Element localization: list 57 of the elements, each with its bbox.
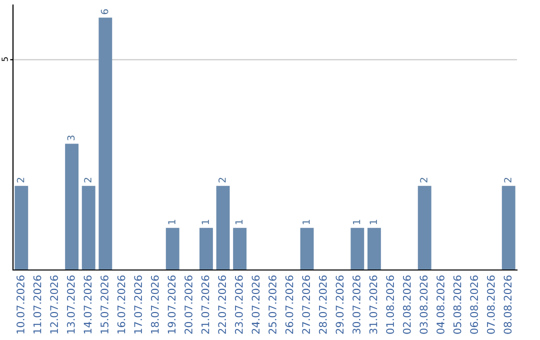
data-label: 2	[84, 178, 92, 182]
bar	[98, 18, 112, 270]
x-tick-label: 23.07.2026	[234, 276, 243, 334]
bar	[199, 228, 213, 270]
x-tick-label: 19.07.2026	[168, 276, 176, 334]
data-label: 6	[100, 9, 108, 14]
x-tick-label: 24.07.2026	[252, 276, 260, 334]
x-tick-label: 12.07.2026	[50, 276, 58, 334]
bar	[14, 186, 28, 270]
x-tick-label: 18.07.2026	[150, 276, 159, 334]
data-label: 1	[352, 220, 360, 224]
bar	[350, 228, 364, 270]
bar	[65, 144, 79, 270]
data-label: 2	[420, 178, 428, 182]
x-tick-label: 02.08.2026	[402, 276, 411, 334]
x-tick-label: 26.07.2026	[285, 276, 294, 334]
x-tick-label: 10.07.2026	[16, 276, 24, 334]
bar	[418, 186, 432, 270]
x-tick-label: 14.07.2026	[84, 276, 92, 334]
x-tick-label: 20.07.2026	[184, 276, 192, 334]
data-label: 2	[218, 178, 226, 182]
x-tick-label: 17.07.2026	[134, 276, 142, 334]
data-label: 1	[370, 220, 377, 224]
bar	[502, 186, 516, 270]
bar	[300, 228, 314, 270]
x-tick-label: 25.07.2026	[268, 276, 276, 334]
x-tick-label: 06.08.2026	[470, 276, 478, 334]
bar	[216, 186, 230, 270]
x-tick-label: 04.08.2026	[436, 276, 444, 334]
x-tick-label: 21.07.2026	[201, 276, 210, 334]
x-tick-label: 27.07.2026	[302, 276, 310, 334]
x-tick-label: 30.07.2026	[352, 276, 360, 334]
x-tick-label: 22.07.2026	[218, 276, 226, 334]
x-tick-label: 31.07.2026	[369, 276, 378, 334]
data-label: 2	[16, 178, 24, 182]
x-tick-label: 16.07.2026	[117, 276, 126, 334]
x-tick-label: 15.07.2026	[100, 276, 108, 334]
bar	[166, 228, 180, 270]
bar	[82, 186, 96, 270]
x-tick-label: 01.08.2026	[386, 276, 394, 334]
data-label: 1	[168, 220, 176, 224]
x-tick-label: 05.08.2026	[453, 276, 462, 334]
x-tick-label: 08.08.2026	[504, 276, 512, 334]
bar	[367, 228, 381, 270]
x-tick-label: 13.07.2026	[66, 276, 75, 334]
bar	[233, 228, 247, 270]
x-tick-label: 07.08.2026	[486, 276, 495, 334]
data-label: 2	[504, 178, 512, 182]
y-tick-label: 5	[2, 57, 8, 62]
x-tick-label: 28.07.2026	[318, 276, 327, 334]
data-label: 1	[202, 220, 209, 224]
x-tick-label: 29.07.2026	[336, 276, 344, 334]
data-label: 1	[302, 220, 310, 224]
data-label: 1	[235, 220, 242, 224]
data-label: 3	[67, 136, 75, 140]
x-tick-label: 03.08.2026	[420, 276, 428, 334]
x-tick-label: 11.07.2026	[33, 276, 42, 334]
